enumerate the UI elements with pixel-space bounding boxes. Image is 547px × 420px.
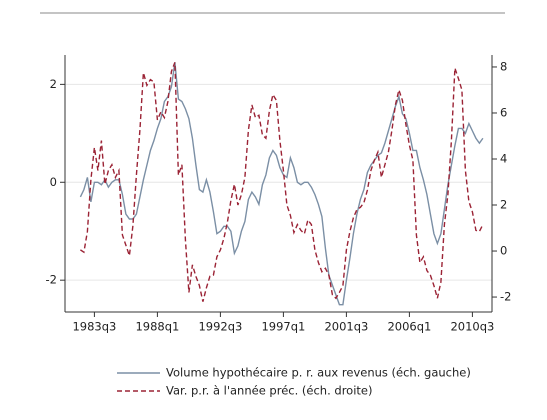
y2-tick-label: 8 <box>500 59 507 73</box>
y2-tick-label: -2 <box>500 290 511 304</box>
x-tick-label: 2001q3 <box>324 320 368 334</box>
legend-label: Volume hypothécaire p. r. aux revenus (é… <box>166 366 471 380</box>
series-line <box>79 62 484 306</box>
legend-label: Var. p.r. à l'année préc. (éch. droite) <box>166 384 372 398</box>
y2-tick-label: 2 <box>500 198 507 212</box>
x-tick-label: 1988q1 <box>135 320 179 334</box>
x-tick-label: 2006q1 <box>387 320 431 334</box>
plot-area <box>65 55 492 312</box>
y2-tick-label: 4 <box>500 151 507 165</box>
y-tick-label: 0 <box>50 175 57 189</box>
y-tick-label: 2 <box>50 77 57 91</box>
x-tick-label: 2010q3 <box>450 320 494 334</box>
x-tick-label: 1997q1 <box>261 320 305 334</box>
series-line <box>80 62 484 302</box>
x-tick-label: 1992q3 <box>198 320 242 334</box>
x-tick-label: 1983q3 <box>72 320 116 334</box>
y2-tick-label: 0 <box>500 244 507 258</box>
y2-tick-label: 6 <box>500 105 507 119</box>
y-tick-label: -2 <box>46 273 57 287</box>
